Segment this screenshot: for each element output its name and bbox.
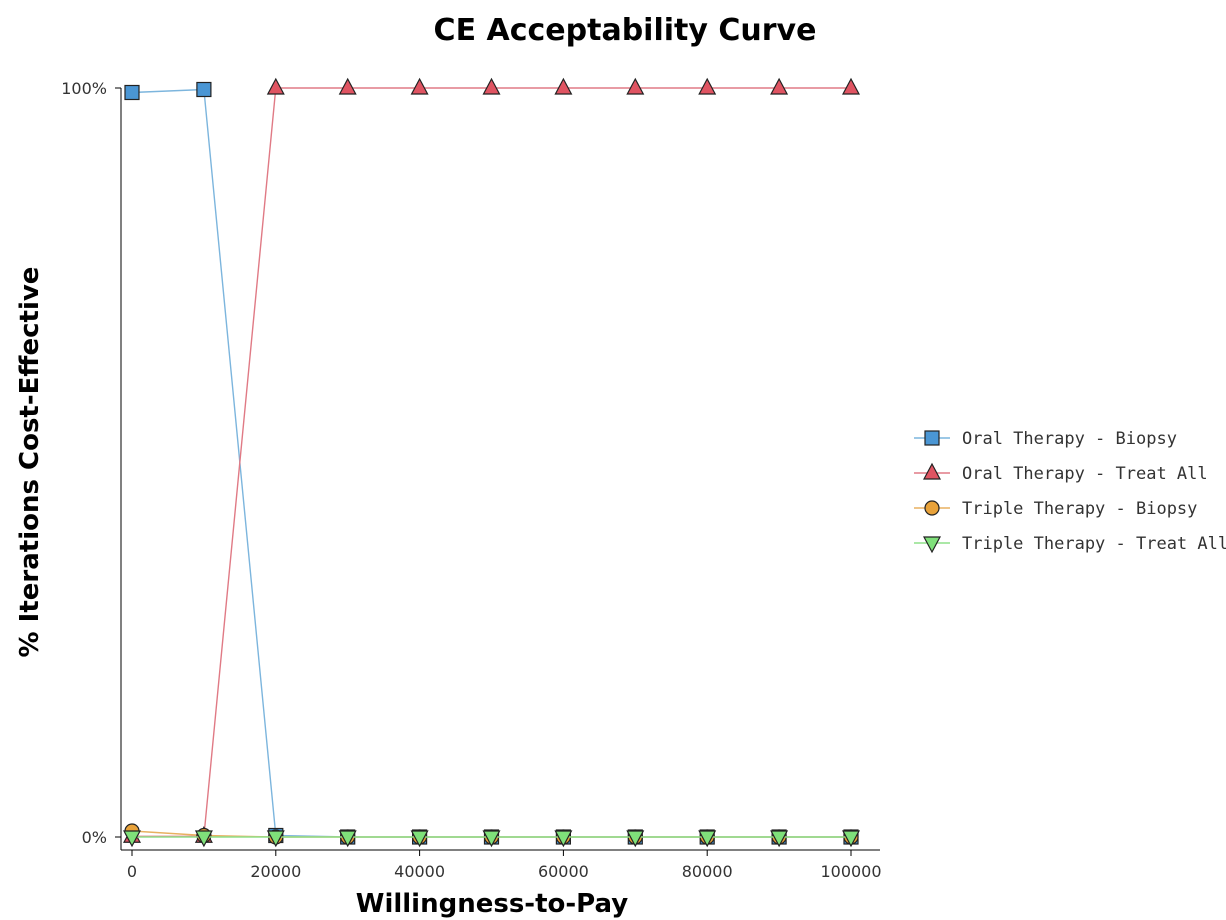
- y-tick-label: 0%: [82, 828, 107, 847]
- data-point: [770, 830, 789, 848]
- x-tick-label: 60000: [538, 862, 589, 881]
- x-axis-ticks: 0 20000 40000 60000 80000 100000: [127, 850, 882, 881]
- x-tick-label: 100000: [820, 862, 881, 881]
- legend-marker: [924, 500, 940, 516]
- x-tick-label: 80000: [682, 862, 733, 881]
- data-point: [482, 830, 501, 848]
- y-axis-ticks: 0% 100%: [61, 79, 121, 847]
- series-oral-therapy-treat-all: [123, 77, 860, 843]
- data-point: [626, 830, 645, 848]
- legend-label: Triple Therapy - Treat All: [962, 534, 1226, 554]
- series-triple-therapy-treat-all: [123, 830, 860, 848]
- series-oral-therapy-biopsy: [124, 81, 859, 845]
- x-tick-label: 40000: [394, 862, 445, 881]
- data-point: [266, 830, 285, 848]
- data-point: [770, 77, 789, 95]
- data-point: [266, 77, 285, 95]
- data-point: [338, 77, 357, 95]
- data-point: [194, 830, 213, 848]
- data-point: [626, 77, 645, 95]
- legend-label: Oral Therapy - Biopsy: [962, 429, 1177, 449]
- legend-item: Triple Therapy - Treat All: [914, 534, 1226, 554]
- y-tick-label: 100%: [61, 79, 107, 98]
- data-point: [410, 830, 429, 848]
- data-point: [842, 830, 860, 848]
- legend-label: Oral Therapy - Treat All: [962, 464, 1208, 484]
- data-point: [196, 81, 212, 98]
- legend-marker: [923, 536, 941, 554]
- legend-marker: [924, 430, 940, 446]
- chart-title: CE Acceptability Curve: [434, 13, 817, 48]
- data-point: [554, 77, 573, 95]
- data-point: [698, 830, 717, 848]
- legend: Oral Therapy - Biopsy Oral Therapy - Trea…: [914, 429, 1226, 554]
- data-point: [554, 830, 573, 848]
- data-point: [482, 77, 501, 95]
- data-point: [123, 830, 141, 848]
- legend-item: Oral Therapy - Biopsy: [914, 429, 1177, 449]
- data-point: [842, 77, 860, 95]
- data-point: [698, 77, 717, 95]
- plot-area: [123, 77, 860, 848]
- x-axis-label: Willingness-to-Pay: [356, 889, 629, 919]
- legend-marker: [923, 462, 941, 480]
- x-tick-label: 20000: [250, 862, 301, 881]
- data-point: [338, 830, 357, 848]
- legend-item: Oral Therapy - Treat All: [914, 462, 1208, 484]
- legend-item: Triple Therapy - Biopsy: [914, 499, 1197, 519]
- x-tick-label: 0: [127, 862, 137, 881]
- data-point: [410, 77, 429, 95]
- legend-label: Triple Therapy - Biopsy: [962, 499, 1197, 519]
- data-point: [124, 84, 140, 101]
- y-axis-label: % Iterations Cost-Effective: [15, 267, 45, 658]
- series-line-oral-therapy-treat-all: [132, 87, 851, 837]
